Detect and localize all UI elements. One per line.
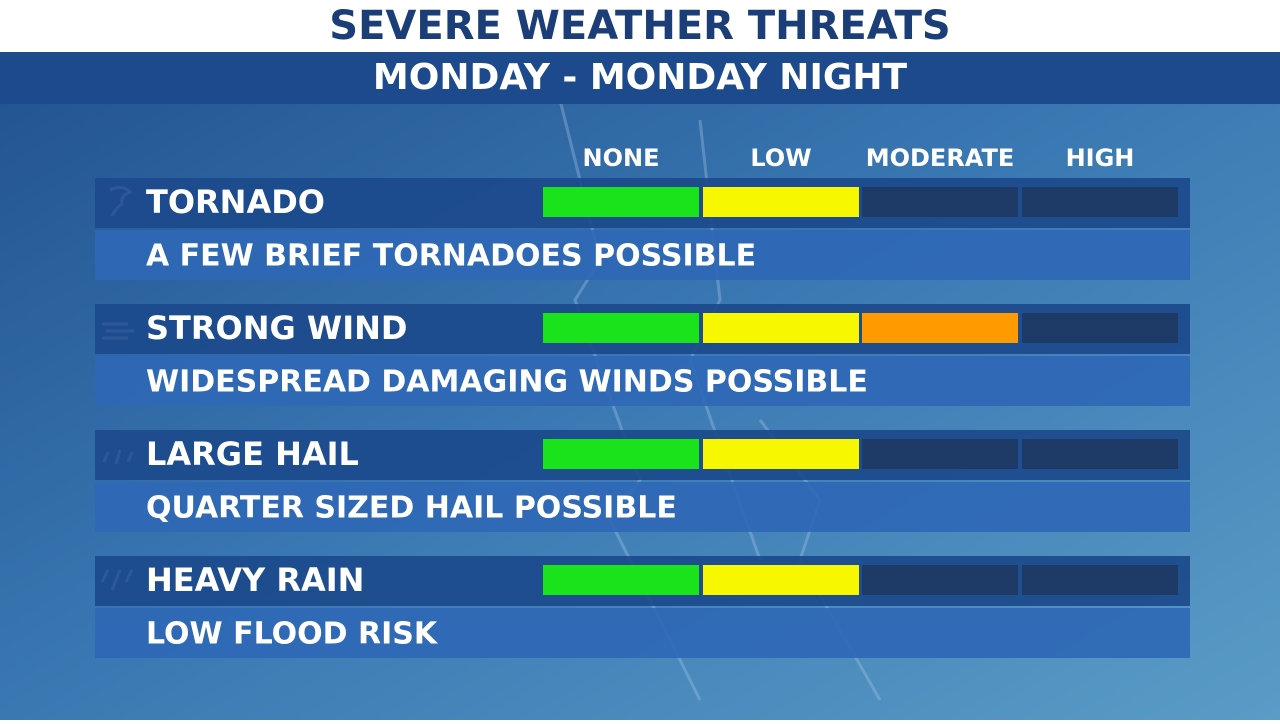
threat-level-segment: [703, 565, 859, 595]
threat-level-segment: [543, 565, 699, 595]
level-label: NONE: [583, 144, 660, 172]
threat-level-segment: [543, 439, 699, 469]
threat-name: HEAVY RAIN: [146, 561, 364, 599]
threat-description-band: [95, 356, 1190, 406]
threat-level-segment: [862, 313, 1018, 343]
threat-description: QUARTER SIZED HAIL POSSIBLE: [146, 491, 677, 526]
empty-segment: [862, 187, 1018, 217]
empty-segment: [1022, 439, 1178, 469]
empty-segment: [862, 565, 1018, 595]
threat-description-band: [95, 230, 1190, 280]
subtitle-band: [0, 52, 1280, 104]
threat-name: STRONG WIND: [146, 309, 407, 347]
threat-description-band: [95, 482, 1190, 532]
threat-description: LOW FLOOD RISK: [146, 617, 439, 652]
level-label: HIGH: [1066, 144, 1135, 172]
threat-level-segment: [543, 313, 699, 343]
level-label: LOW: [750, 144, 811, 172]
threat-name: TORNADO: [146, 183, 325, 221]
empty-segment: [1022, 187, 1178, 217]
level-label: MODERATE: [866, 144, 1015, 172]
title-band: [0, 0, 1280, 52]
threat-name: LARGE HAIL: [146, 435, 359, 473]
threat-level-segment: [703, 439, 859, 469]
empty-segment: [1022, 565, 1178, 595]
threat-description: WIDESPREAD DAMAGING WINDS POSSIBLE: [146, 365, 868, 400]
empty-segment: [1022, 313, 1178, 343]
threat-level-segment: [703, 313, 859, 343]
threat-level-segment: [703, 187, 859, 217]
subtitle: MONDAY - MONDAY NIGHT: [373, 57, 908, 98]
threat-description-band: [95, 608, 1190, 658]
threat-level-segment: [543, 187, 699, 217]
empty-segment: [862, 439, 1018, 469]
title: SEVERE WEATHER THREATS: [329, 3, 950, 49]
threat-description: A FEW BRIEF TORNADOES POSSIBLE: [146, 239, 756, 274]
